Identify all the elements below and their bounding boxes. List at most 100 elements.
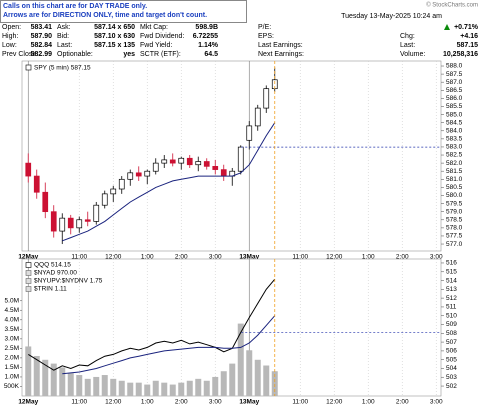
field-label: Low: — [2, 42, 17, 49]
volume-bar — [135, 382, 142, 396]
y-tick-label: 509 — [446, 321, 457, 328]
field-label: P/E: — [258, 24, 271, 31]
legend-swatch — [25, 286, 32, 292]
candle-body — [25, 162, 32, 177]
y2-tick-label: 2.5M — [5, 345, 19, 352]
field-value: +0.71% — [454, 24, 479, 31]
y-tick-label: 503 — [446, 374, 457, 381]
candle-body — [118, 178, 125, 190]
up-arrow — [444, 24, 450, 30]
y2-tick-label: 5.0M — [5, 297, 19, 304]
candle-body — [254, 107, 261, 127]
field-label: Open: — [2, 24, 21, 31]
volume-bar — [25, 346, 32, 396]
volume-bar — [50, 363, 57, 396]
field-label: SCTR (ETF): — [140, 51, 181, 58]
x-tick-label: 3:00 — [430, 399, 443, 406]
field-label: Fwd Dividend: — [140, 33, 184, 40]
x-tick-label: 3:00 — [209, 399, 222, 406]
moving-average — [62, 122, 276, 242]
y-tick-label: 513 — [446, 286, 457, 293]
field-value: 587.10 x 630 — [94, 33, 135, 40]
candle-body — [110, 188, 117, 195]
volume-bar — [33, 355, 40, 396]
candle-body — [84, 219, 91, 222]
x-tick-label: 2:00 — [175, 399, 188, 406]
y-tick-label: 581.0 — [446, 176, 463, 183]
y-tick-label: 586.0 — [446, 95, 463, 102]
y2-tick-label: 2.0M — [5, 355, 19, 362]
legend-swatch — [25, 270, 32, 276]
y2-tick-label: 3.0M — [5, 336, 19, 343]
volume-bar — [186, 380, 193, 396]
candle-body — [263, 88, 270, 109]
annotation: $NYUPV:$NYDNV 1.75 — [34, 278, 103, 285]
field-label: Last: — [400, 42, 415, 49]
y-tick-label: 504 — [446, 365, 457, 372]
x-tick-label: 12:00 — [105, 254, 122, 261]
volume-bar — [229, 363, 236, 396]
volume-bar — [271, 371, 278, 396]
legend-swatch — [25, 278, 32, 284]
field-value: 587.15 x 135 — [94, 42, 135, 49]
y-tick-label: 580.5 — [446, 184, 463, 191]
volume-bar — [76, 375, 83, 396]
legend-entry: SPY (5 min) 587.15 — [34, 65, 91, 72]
candle-body — [186, 157, 193, 166]
candle-body — [67, 217, 74, 229]
volume-bar — [152, 380, 159, 396]
volume-bar — [212, 376, 219, 396]
candle-body — [42, 191, 49, 213]
y2-tick-label: 1.5M — [5, 364, 19, 371]
y-tick-label: 585.5 — [446, 103, 463, 110]
y2-tick-label: 4.0M — [5, 317, 19, 324]
y-tick-label: 584.0 — [446, 127, 463, 134]
candle-body — [76, 219, 83, 229]
candle-body — [246, 125, 253, 141]
y2-tick-label: 4.5M — [5, 307, 19, 314]
candle-body — [195, 161, 202, 166]
annotation: $NYAD 970.00 — [34, 270, 77, 277]
x-tick-label: 1:00 — [141, 254, 154, 261]
notice-line: Calls on this chart are for DAY TRADE on… — [3, 3, 147, 10]
candle-body — [50, 211, 57, 232]
field-label: Volume: — [400, 51, 425, 58]
volume-bar — [59, 367, 66, 396]
field-value: 582.84 — [31, 42, 53, 49]
volume-bar — [178, 382, 185, 396]
y-tick-label: 583.5 — [446, 136, 463, 143]
field-value: 598.9B — [195, 24, 218, 31]
x-tick-label: 12:00 — [105, 399, 122, 406]
volume-bar — [118, 380, 125, 396]
y-tick-label: 579.0 — [446, 208, 463, 215]
notice-line: Arrows are for DIRECTION ONLY, time and … — [3, 12, 207, 19]
x-tick-label: 12May — [18, 399, 38, 406]
x-tick-label: 11:00 — [71, 254, 87, 261]
y-tick-label: 516 — [446, 260, 457, 267]
candle-body — [220, 169, 227, 177]
candle-body — [178, 157, 185, 164]
y-tick-label: 511 — [446, 304, 457, 311]
x-tick-label: 11:00 — [292, 399, 308, 406]
annotation: $TRIN 1.11 — [34, 286, 67, 293]
legend-entry: QQQ 514.15 — [34, 262, 71, 269]
y-tick-label: 512 — [446, 295, 457, 302]
y-tick-label: 579.5 — [446, 200, 463, 207]
field-value: 587.14 x 650 — [94, 24, 135, 31]
field-value: yes — [123, 51, 135, 58]
volume-bar — [254, 359, 261, 396]
field-label: High: — [2, 33, 18, 40]
y2-tick-label: 500K — [4, 383, 20, 390]
field-label: Bid: — [57, 33, 69, 40]
y-tick-label: 514 — [446, 277, 457, 284]
field-value: 582.99 — [31, 51, 53, 58]
y-tick-label: 585.0 — [446, 111, 463, 118]
field-label: Ask: — [57, 24, 71, 31]
y-tick-label: 582.5 — [446, 152, 463, 159]
candle-body — [237, 146, 244, 172]
y-tick-label: 581.5 — [446, 168, 463, 175]
field-label: Fwd Yield: — [140, 42, 172, 49]
y-tick-label: 588.0 — [446, 63, 463, 70]
volume-bar — [161, 382, 168, 396]
y-tick-label: 583.0 — [446, 144, 463, 151]
